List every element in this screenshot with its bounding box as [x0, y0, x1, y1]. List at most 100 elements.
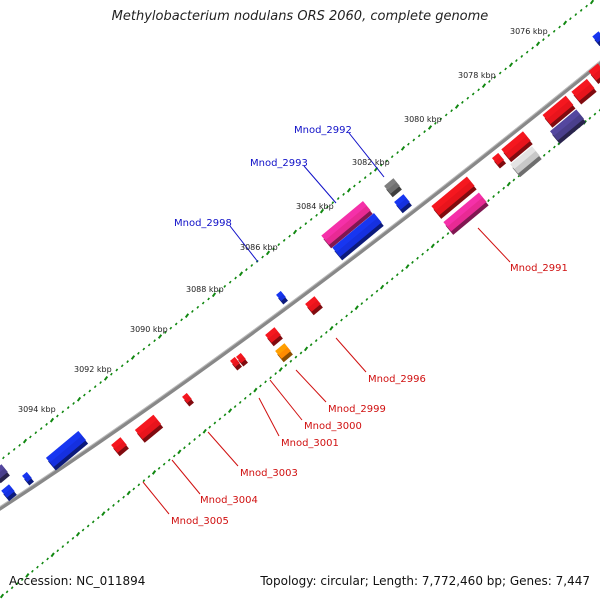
outer-scale-tick: [196, 305, 200, 309]
inner-scale-tick: [324, 330, 328, 334]
inner-scale-tick: [441, 236, 445, 240]
gene-label-mnod-2993[interactable]: Mnod_2993: [250, 158, 308, 169]
inner-scale-tick: [112, 503, 115, 507]
gene-label-mnod-3004[interactable]: Mnod_3004: [200, 495, 258, 506]
outer-scale-tick: [326, 205, 329, 209]
gene-arrow-gray[interactable]: [384, 178, 402, 198]
accession-label: Accession: NC_011894: [9, 574, 146, 588]
inner-scale-tick: [81, 528, 85, 532]
gene-label-mnod-3003[interactable]: Mnod_3003: [240, 468, 298, 479]
gene-label-mnod-2992[interactable]: Mnod_2992: [294, 125, 352, 136]
gene-arrow-red[interactable]: [182, 393, 194, 407]
outer-scale-tick: [169, 326, 173, 330]
gene-arrow-blue[interactable]: [22, 472, 34, 486]
gene-arrow-blue[interactable]: [592, 31, 600, 47]
gene-arrow-red[interactable]: [111, 437, 129, 457]
inner-scale-tick: [421, 252, 424, 256]
inner-scale-tick: [303, 346, 309, 352]
gene-arrow-blue[interactable]: [276, 291, 288, 305]
gene-label-mnod-2991[interactable]: Mnod_2991: [510, 263, 568, 274]
gene-arrow-red[interactable]: [236, 353, 248, 367]
gene-arrow-pink[interactable]: [321, 201, 373, 249]
outer-scale-tick: [558, 25, 561, 29]
gene-label-mnod-3001[interactable]: Mnod_3001: [281, 438, 339, 449]
outer-scale-tick: [434, 121, 437, 125]
outer-scale-tick: [153, 339, 156, 343]
outer-scale-tick: [547, 33, 551, 37]
outer-scale-tick: [261, 255, 264, 259]
inner-scale-tick: [101, 511, 106, 517]
gene-arrow-red[interactable]: [501, 131, 533, 163]
inner-scale-tick: [15, 582, 19, 586]
gene-label-mnod-2996[interactable]: Mnod_2996: [368, 374, 426, 385]
gene-arrow-red[interactable]: [492, 152, 507, 169]
gene-arrow-red[interactable]: [265, 327, 283, 347]
gene-arrow-pink[interactable]: [443, 192, 489, 235]
inner-scale-tick: [512, 178, 516, 182]
gene-label-mnod-3005[interactable]: Mnod_3005: [171, 516, 229, 527]
inner-scale-tick: [71, 536, 75, 540]
outer-scale-tick: [45, 422, 48, 426]
inner-scale-tick: [289, 359, 293, 363]
gene-arrow-red[interactable]: [542, 95, 576, 128]
outer-scale-tick: [7, 452, 11, 456]
gene-arrow-navy[interactable]: [0, 464, 10, 484]
gene-arrow-blue[interactable]: [45, 430, 89, 471]
outer-scale-tick: [61, 410, 65, 414]
gene-arrow-blue[interactable]: [394, 194, 412, 214]
outer-scale-tick: [481, 83, 487, 89]
outer-scale-tick: [22, 438, 28, 444]
gene-arrow-red[interactable]: [571, 78, 597, 105]
inner-scale-tick: [426, 248, 430, 252]
gene-arrow-red[interactable]: [230, 357, 242, 371]
outer-scale-tick: [450, 109, 453, 113]
outer-scale-tick: [552, 29, 556, 33]
inner-scale-tick: [294, 355, 298, 359]
inner-scale-tick: [122, 495, 125, 499]
inner-scale-tick: [253, 387, 258, 393]
inner-scale-tick: [360, 302, 364, 306]
outer-scale-tick: [12, 447, 16, 451]
inner-scale-tick: [354, 305, 359, 311]
inner-scale-tick: [385, 281, 389, 285]
inner-scale-tick: [172, 454, 176, 458]
genome-backbone-highlight: [0, 60, 600, 508]
inner-scale-tick: [395, 273, 399, 277]
gene-arrow-blue[interactable]: [1, 484, 17, 502]
gene-label-mnod-3000[interactable]: Mnod_3000: [304, 421, 362, 432]
outer-scale-tick: [427, 125, 433, 130]
outer-scale-tick: [201, 301, 205, 305]
gene-arrow-blue[interactable]: [332, 213, 384, 261]
outer-scale-tick: [72, 401, 75, 405]
gene-label-mnod-2999[interactable]: Mnod_2999: [328, 404, 386, 415]
outer-scale-tick: [531, 46, 534, 50]
inner-scale-tick: [492, 195, 495, 198]
gene-label-mnod-2998[interactable]: Mnod_2998: [174, 218, 232, 229]
gene-arrow-red[interactable]: [588, 63, 600, 84]
inner-scale-tick: [137, 483, 141, 487]
inner-scale-tick: [218, 417, 222, 421]
gene-arrow-red[interactable]: [305, 296, 323, 316]
outer-scale-tick: [461, 100, 464, 104]
inner-scale-tick: [340, 318, 343, 322]
inner-scale-tick: [243, 396, 247, 400]
inner-scale-tick: [593, 112, 597, 116]
inner-scale-tick: [350, 310, 354, 314]
outer-scale-tick: [147, 343, 151, 347]
inner-scale-tick: [309, 343, 313, 347]
outer-scale-tick: [579, 8, 583, 12]
outer-scale-tick: [277, 243, 281, 247]
outer-scale-tick: [223, 284, 227, 288]
outer-scale-tick: [245, 268, 248, 272]
gene-arrow-navy[interactable]: [550, 109, 587, 145]
gene-arrow-red[interactable]: [431, 176, 477, 219]
inner-scale-tick: [61, 545, 65, 549]
gene-arrow-orange[interactable]: [275, 343, 293, 363]
inner-scale-tick: [5, 590, 9, 594]
gene-arrow-red[interactable]: [134, 414, 164, 443]
gene-arrow-lightgray[interactable]: [510, 146, 542, 178]
inner-scale-tick: [151, 470, 157, 475]
inner-scale-tick: [107, 508, 110, 511]
genome-summary: Topology: circular; Length: 7,772,460 bp…: [260, 574, 590, 588]
